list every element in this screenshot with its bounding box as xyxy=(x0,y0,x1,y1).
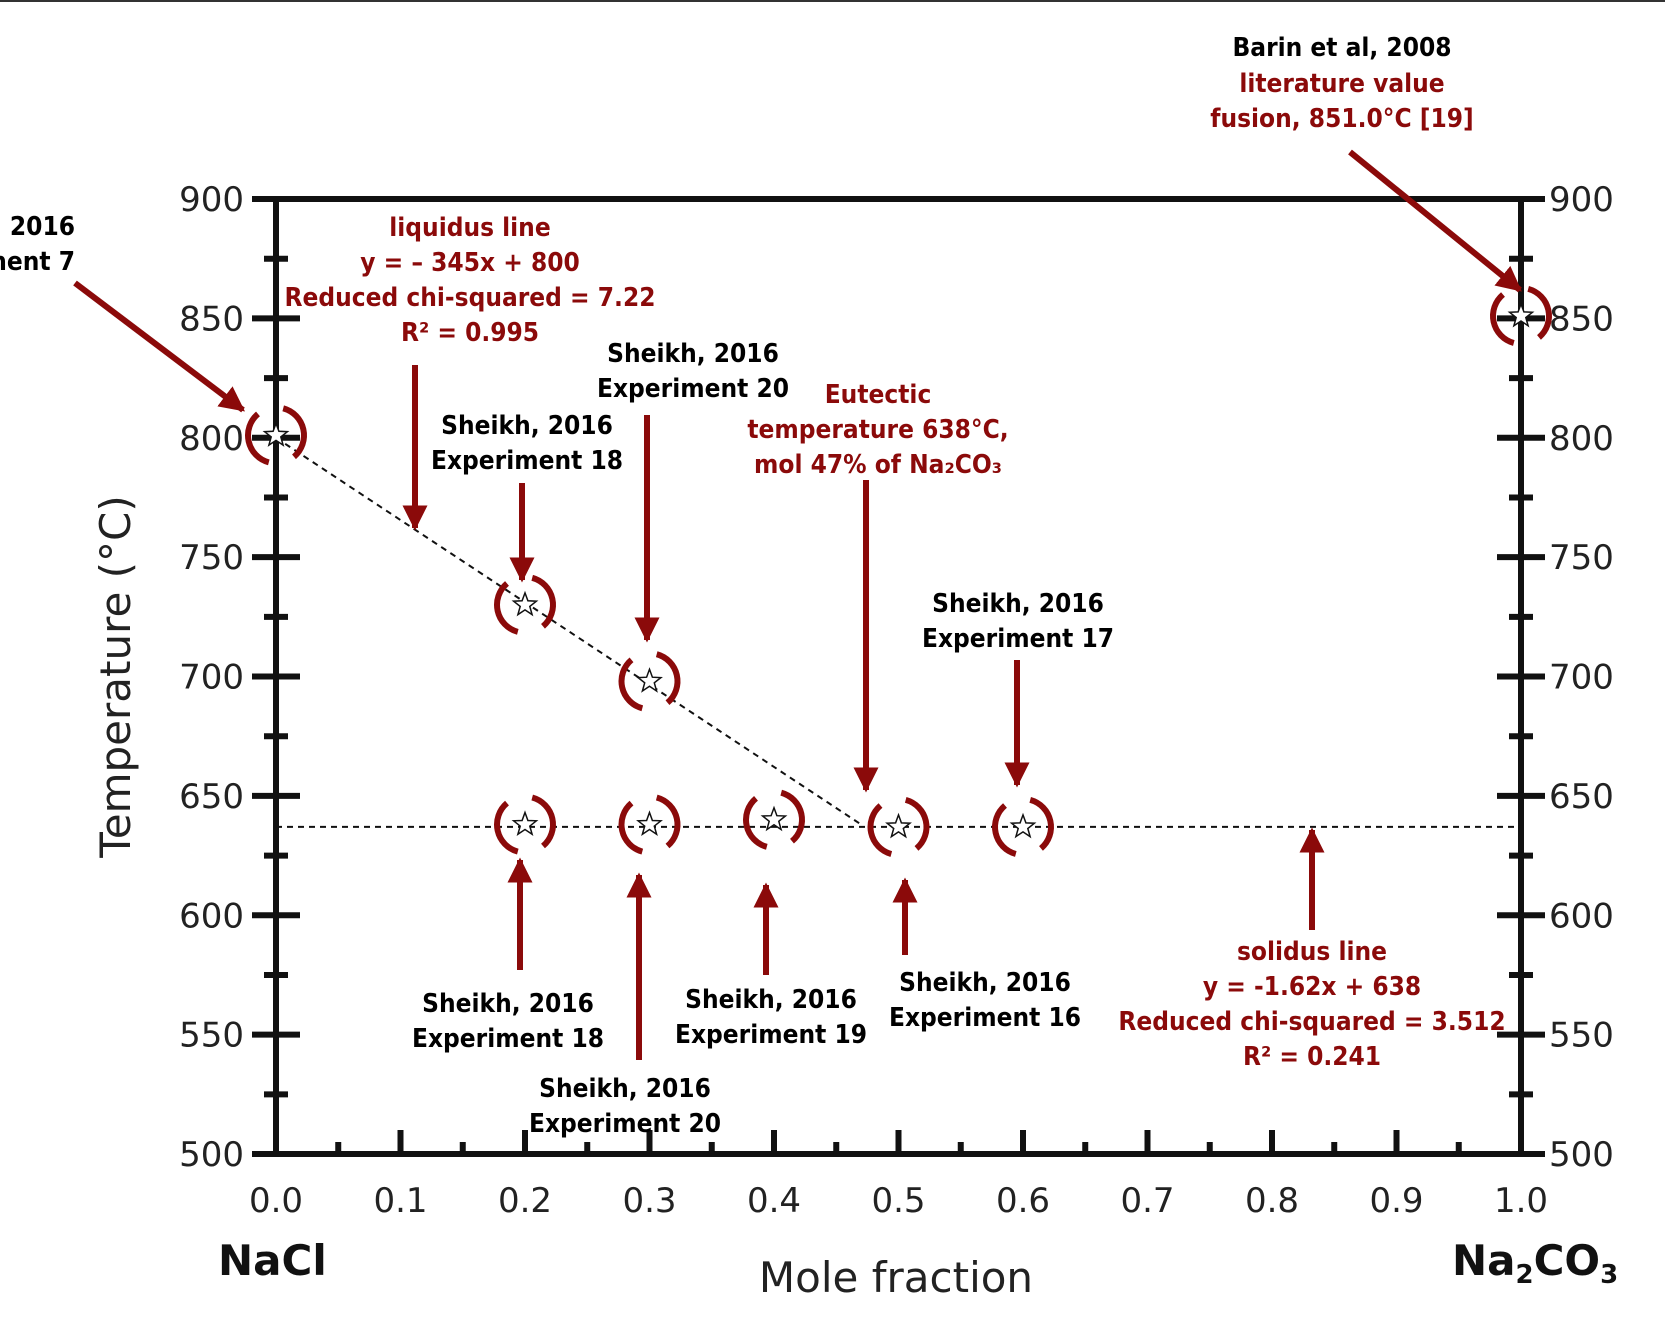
error-arc-left xyxy=(494,800,519,855)
y-tick-label: 900 xyxy=(179,180,244,220)
y-axis-title: Temperature (°C) xyxy=(91,495,140,859)
data-point-star xyxy=(262,421,290,447)
x-tick-label: 0.4 xyxy=(747,1181,801,1221)
annotation-text: Sheikh, 2016 Experiment 16 xyxy=(889,968,1081,1033)
right-y-tick-label: 800 xyxy=(1549,419,1614,459)
error-arc-right xyxy=(655,651,681,705)
x-tick-label: 0.7 xyxy=(1120,1181,1174,1221)
annotation-text: Eutectic temperature 638°C, mol 47% of Na₂… xyxy=(747,380,1008,480)
x-tick-label: 0.0 xyxy=(249,1181,303,1221)
y-tick-label: 850 xyxy=(179,299,244,339)
annotation-text: Sheikh, 2016 Experiment 18 xyxy=(431,411,623,476)
error-arc-right xyxy=(655,794,681,849)
x-tick-label: 0.8 xyxy=(1245,1181,1299,1221)
annotation-arrow xyxy=(73,280,246,413)
error-arc-left xyxy=(494,581,519,635)
right-y-tick-label: 550 xyxy=(1549,1016,1614,1056)
error-arc-right xyxy=(531,574,556,629)
x-tick-label: 0.3 xyxy=(622,1181,676,1221)
error-arc-right xyxy=(531,794,556,849)
error-arc-left xyxy=(743,796,768,850)
right-y-tick-label: 500 xyxy=(1549,1135,1614,1175)
y-tick-label: 650 xyxy=(179,777,244,817)
x-tick-label: 0.5 xyxy=(871,1181,925,1221)
annotation-text: Sheikh, 2016 Experiment 18 xyxy=(412,989,604,1054)
right-y-tick-label: 600 xyxy=(1549,896,1614,936)
y-tick-label: 600 xyxy=(179,896,244,936)
right-y-tick-label: 900 xyxy=(1549,180,1614,220)
y-tick-label: 700 xyxy=(179,658,244,698)
y-tick-label: 750 xyxy=(179,538,244,578)
error-arc-left xyxy=(245,411,270,466)
error-arc-right xyxy=(1527,286,1552,340)
right-y-tick-label: 700 xyxy=(1549,658,1614,698)
annotation-text: Barin et al, 2008 xyxy=(1232,33,1451,63)
annotation-text: literature value fusion, 851.0°C [19] xyxy=(1210,69,1473,134)
x-tick-label: 1.0 xyxy=(1494,1181,1548,1221)
data-point-star xyxy=(511,590,539,617)
annotation-text: Sheikh, 2016 Experiment 20 xyxy=(529,1074,721,1139)
y-tick-label: 500 xyxy=(179,1135,244,1175)
error-arc-left xyxy=(1490,292,1515,346)
x-tick-label: 0.1 xyxy=(373,1181,427,1221)
data-point-star xyxy=(511,810,539,836)
annotation-arrow xyxy=(1348,149,1522,293)
endmember-na2co3: Na2CO3 xyxy=(1452,1236,1618,1290)
data-point-star xyxy=(636,667,663,693)
annotation-text: liquidus line y = – 345x + 800 Reduced chi… xyxy=(285,213,656,348)
annotation-text: Sheikh, 2016 Experiment 17 xyxy=(922,589,1114,654)
error-arc-left xyxy=(867,803,893,857)
right-y-tick-label: 750 xyxy=(1549,538,1614,578)
y-tick-label: 800 xyxy=(179,419,244,459)
error-arc-left xyxy=(618,800,644,855)
annotation-text: Sheikh, 2016 Experiment 19 xyxy=(675,985,867,1050)
error-arc-right xyxy=(780,789,805,844)
right-y-tick-label: 650 xyxy=(1549,777,1614,817)
error-arc-right xyxy=(282,405,307,460)
data-point-star xyxy=(760,805,788,832)
liquidus-fit-line xyxy=(275,436,862,826)
x-tick-label: 0.6 xyxy=(996,1181,1050,1221)
x-axis-title: Mole fraction xyxy=(759,1253,1033,1302)
x-tick-label: 0.9 xyxy=(1369,1181,1423,1221)
error-arc-right xyxy=(904,797,930,851)
right-y-tick-label: 850 xyxy=(1549,299,1614,339)
annotation-text: Sheikh, 2016 Experiment 20 xyxy=(597,339,789,404)
endmember-nacl: NaCl xyxy=(218,1236,327,1285)
error-arc-left xyxy=(618,657,644,712)
y-tick-label: 550 xyxy=(179,1016,244,1056)
data-point-star xyxy=(1507,301,1535,328)
annotation-text: solidus line y = -1.62x + 638 Reduced chi-… xyxy=(1118,937,1505,1072)
error-arc-left xyxy=(992,803,1017,857)
error-arc-right xyxy=(1029,797,1054,851)
data-point-star xyxy=(1009,812,1037,839)
data-point-star xyxy=(636,810,663,836)
data-point-star xyxy=(885,812,912,839)
x-tick-label: 0.2 xyxy=(498,1181,552,1221)
